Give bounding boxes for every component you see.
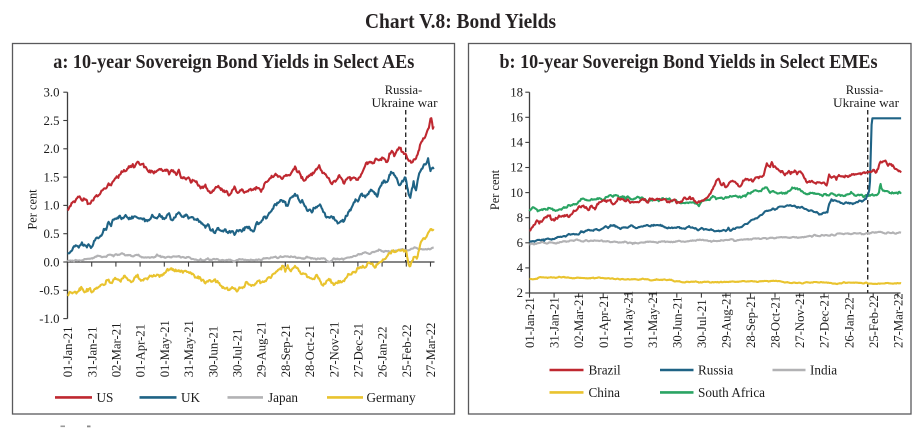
svg-text:28-Oct-21: 28-Oct-21 — [769, 296, 783, 348]
svg-text:27-Nov-21: 27-Nov-21 — [793, 292, 807, 348]
svg-text:02-Mar-21: 02-Mar-21 — [572, 293, 586, 348]
svg-text:30-Jul-21: 30-Jul-21 — [695, 299, 709, 348]
svg-text:2.0: 2.0 — [44, 142, 60, 156]
svg-text:18: 18 — [510, 85, 523, 99]
svg-text:16: 16 — [510, 111, 523, 125]
svg-text:Ukraine war: Ukraine war — [372, 96, 439, 110]
svg-text:31-May-21: 31-May-21 — [182, 320, 196, 377]
svg-text:6: 6 — [517, 236, 524, 250]
svg-text:02-Mar-21: 02-Mar-21 — [110, 323, 124, 378]
svg-text:25-Feb-22: 25-Feb-22 — [867, 295, 881, 348]
svg-text:26-Jan-22: 26-Jan-22 — [842, 297, 856, 348]
svg-text:1.0: 1.0 — [44, 199, 60, 213]
svg-text:Russia-: Russia- — [385, 83, 423, 97]
svg-text:UK: UK — [181, 390, 201, 405]
svg-text:30-Jul-21: 30-Jul-21 — [231, 329, 245, 378]
svg-text:Per cent: Per cent — [488, 169, 502, 210]
svg-text:29-Aug-21: 29-Aug-21 — [720, 292, 734, 348]
svg-text:-1.0: -1.0 — [39, 312, 59, 326]
svg-text:2: 2 — [517, 286, 523, 300]
svg-text:27-Dec-21: 27-Dec-21 — [352, 323, 366, 377]
svg-text:31-Jan-21: 31-Jan-21 — [548, 297, 562, 348]
svg-text:-0.5: -0.5 — [39, 284, 59, 298]
svg-text:Ukraine war: Ukraine war — [833, 96, 900, 110]
svg-text:South Africa: South Africa — [698, 385, 765, 400]
svg-text:2.5: 2.5 — [44, 114, 60, 128]
svg-text:27-Mar-22: 27-Mar-22 — [891, 293, 905, 348]
svg-text:12: 12 — [510, 161, 523, 175]
svg-text:Brazil: Brazil — [589, 363, 622, 378]
svg-text:4: 4 — [517, 261, 524, 275]
svg-text:Russia: Russia — [698, 363, 733, 378]
svg-text:0.5: 0.5 — [44, 227, 60, 241]
svg-text:28-Sep-21: 28-Sep-21 — [744, 295, 758, 348]
svg-text:10: 10 — [510, 186, 523, 200]
svg-text:30-Jun-21: 30-Jun-21 — [670, 297, 684, 348]
svg-text:01-Apr-21: 01-Apr-21 — [134, 324, 148, 377]
svg-text:1.5: 1.5 — [44, 170, 60, 184]
svg-text:14: 14 — [510, 136, 523, 150]
svg-text:a: 10-year Sovereign Bond Yiel: a: 10-year Sovereign Bond Yields in Sele… — [53, 51, 414, 73]
svg-text:31-May-21: 31-May-21 — [646, 291, 660, 348]
svg-text:3.0: 3.0 — [44, 86, 60, 100]
svg-text:25-Feb-22: 25-Feb-22 — [400, 324, 414, 377]
svg-text:01-Jan-21: 01-Jan-21 — [61, 327, 75, 378]
svg-text:27-Nov-21: 27-Nov-21 — [327, 322, 341, 378]
svg-text:Chart V.8: Bond Yields: Chart V.8: Bond Yields — [365, 9, 556, 33]
svg-text:Russia-: Russia- — [846, 83, 884, 97]
svg-text:27-Mar-22: 27-Mar-22 — [424, 323, 438, 378]
svg-text:01-Jan-21: 01-Jan-21 — [523, 297, 537, 348]
svg-text:28-Oct-21: 28-Oct-21 — [303, 325, 317, 377]
svg-text:US: US — [97, 390, 114, 405]
svg-text:30-Jun-21: 30-Jun-21 — [206, 326, 220, 377]
svg-text:01-Apr-21: 01-Apr-21 — [597, 295, 611, 348]
svg-text:27-Dec-21: 27-Dec-21 — [818, 294, 832, 348]
svg-text:Germany: Germany — [367, 390, 416, 405]
svg-text:India: India — [810, 363, 837, 378]
svg-text:Japan: Japan — [268, 390, 298, 405]
svg-text:01-May-21: 01-May-21 — [621, 291, 635, 348]
svg-text:31-Jan-21: 31-Jan-21 — [85, 327, 99, 378]
svg-text:0.0: 0.0 — [44, 255, 60, 269]
svg-text:Per cent: Per cent — [26, 189, 40, 230]
svg-text:01-May-21: 01-May-21 — [158, 320, 172, 377]
svg-text:28-Sep-21: 28-Sep-21 — [279, 324, 293, 377]
svg-text:China: China — [589, 385, 621, 400]
svg-text:29-Aug-21: 29-Aug-21 — [255, 322, 269, 378]
svg-text:b: 10-year Sovereign Bond Yiel: b: 10-year Sovereign Bond Yields in Sele… — [500, 51, 878, 73]
svg-text:8: 8 — [517, 211, 523, 225]
svg-text:26-Jan-22: 26-Jan-22 — [376, 327, 390, 378]
